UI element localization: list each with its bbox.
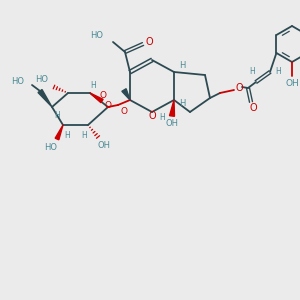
Text: O: O [249, 103, 257, 113]
Text: H: H [54, 110, 60, 119]
Text: HO: HO [44, 142, 58, 152]
Polygon shape [122, 89, 130, 100]
Text: O: O [104, 100, 112, 109]
Polygon shape [90, 93, 103, 103]
Text: O: O [121, 107, 128, 116]
Text: H: H [179, 61, 185, 70]
Text: OH: OH [285, 80, 299, 88]
Text: HO: HO [11, 76, 24, 85]
Polygon shape [55, 125, 63, 140]
Text: HO: HO [35, 74, 48, 83]
Text: O: O [100, 92, 106, 100]
Text: H: H [275, 68, 281, 76]
Polygon shape [169, 100, 175, 116]
Text: H: H [64, 130, 70, 140]
Text: O: O [148, 111, 156, 121]
Text: H: H [159, 113, 165, 122]
Text: H: H [249, 68, 255, 76]
Text: H: H [81, 130, 87, 140]
Text: H: H [90, 80, 96, 89]
Text: HO: HO [90, 32, 103, 40]
Polygon shape [38, 89, 52, 107]
Text: OH: OH [166, 119, 178, 128]
Text: H: H [179, 100, 185, 109]
Text: O: O [145, 37, 153, 47]
Text: O: O [235, 83, 243, 93]
Text: OH: OH [98, 140, 110, 149]
